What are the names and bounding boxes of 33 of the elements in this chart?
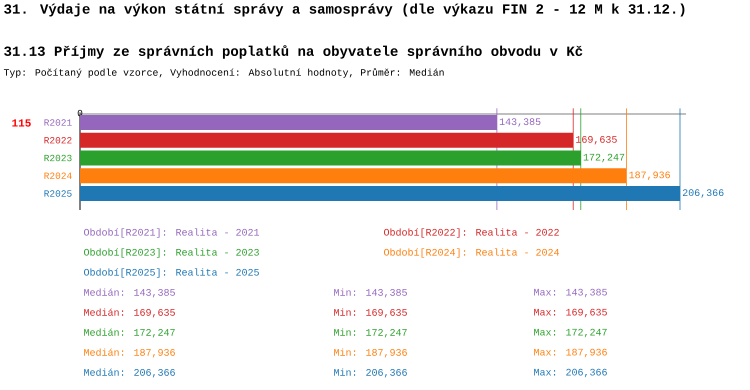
text: Max: 172,247 [534, 328, 607, 338]
text: Max: 143,385 [534, 288, 607, 298]
chart-subtitle: 31.13 Příjmy ze správních poplatků na obyvatele správního obvodu v Kč [4, 45, 582, 59]
y-tick-label: R2025 [44, 190, 72, 197]
text: Období[R2022]: Realita - 2022 [384, 228, 559, 238]
text: 115 [12, 119, 31, 127]
text: Min: 143,385 [334, 288, 407, 298]
data-label: 143,385 [500, 118, 540, 127]
text: Období[R2024]: Realita - 2024 [384, 248, 560, 258]
text: Min: 172,247 [334, 328, 407, 338]
data-label: 206,366 [682, 189, 724, 198]
y-tick-label: R2021 [44, 119, 72, 126]
text: Min: 187,936 [334, 348, 407, 358]
text: Období[R2021]: Realita - 2021 [84, 228, 260, 238]
text: Medián: 206,366 [84, 368, 175, 378]
y-tick-label: R2022 [44, 137, 72, 144]
text: Min: 206,366 [334, 368, 407, 378]
text: Max: 187,936 [534, 348, 607, 358]
text: Medián: 172,247 [84, 328, 175, 338]
y-tick-label: R2024 [44, 172, 72, 179]
text: Min: 169,635 [334, 308, 407, 318]
chart-title: 31. Výdaje na výkon státní správy a samosprávy (dle výkazu FIN 2 - 12 M k 31.12.) [4, 3, 684, 17]
text: Typ: Počítaný podle vzorce, Vyhodnocení: Absolutní hodnoty, Průměr: Medián [4, 68, 444, 78]
text: Medián: 169,635 [84, 308, 175, 318]
text: Max: 169,635 [534, 308, 607, 318]
text: Období[R2025]: Realita - 2025 [84, 268, 259, 278]
data-label: 187,936 [629, 172, 670, 180]
data-label: 172,247 [584, 154, 624, 162]
text: Období[R2023]: Realita - 2023 [84, 248, 259, 258]
text: Max: 206,366 [534, 368, 607, 378]
text: Medián: 187,936 [84, 348, 175, 358]
y-tick-label: R2023 [44, 154, 72, 162]
text: Medián: 143,385 [84, 288, 175, 298]
